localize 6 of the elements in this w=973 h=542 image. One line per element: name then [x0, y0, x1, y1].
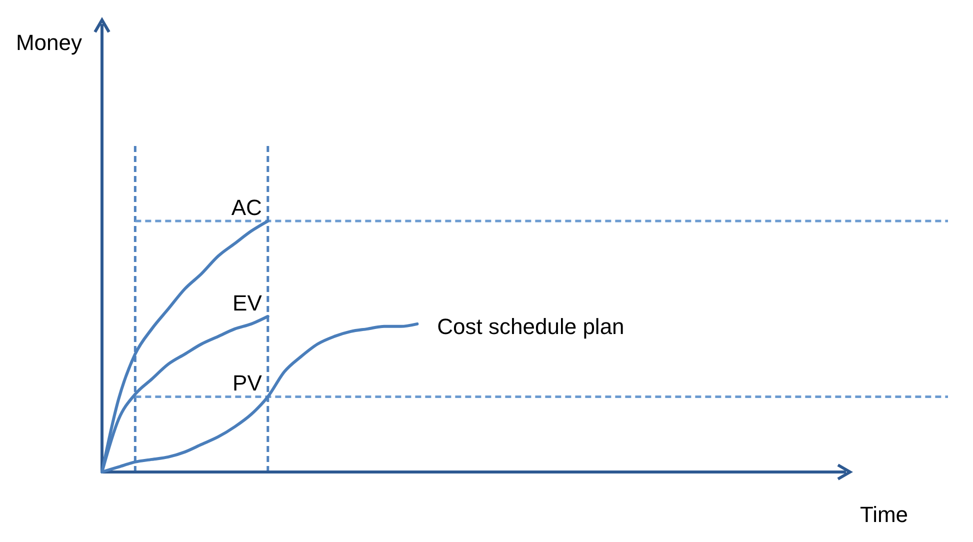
- text: Money: [16, 30, 82, 55]
- series-label: AC: [231, 195, 262, 220]
- x-axis-title: Time: [860, 502, 908, 527]
- series-label: EV: [232, 290, 262, 316]
- series-label: Cost schedule plan: [437, 314, 624, 339]
- annotation: PV: [232, 370, 262, 396]
